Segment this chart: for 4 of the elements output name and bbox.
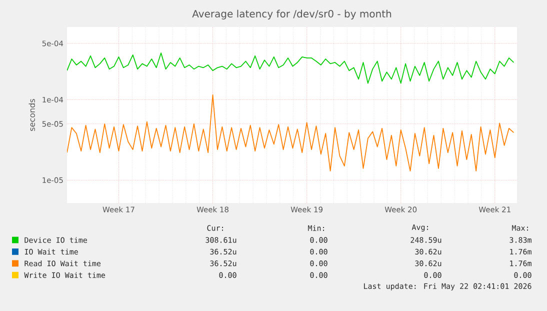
chart-title: Average latency for /dev/sr0 - by month bbox=[192, 10, 392, 20]
y-axis-title: seconds bbox=[28, 99, 35, 131]
line-series bbox=[67, 94, 514, 172]
line-series bbox=[67, 52, 514, 84]
